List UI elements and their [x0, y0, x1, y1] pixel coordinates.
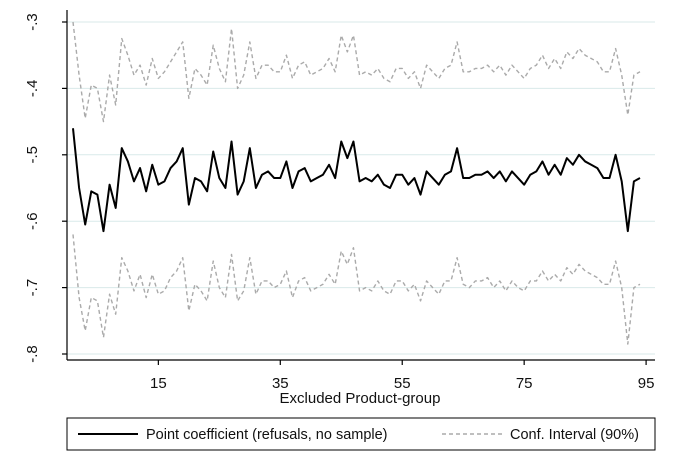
series-layer: [72, 21, 641, 345]
y-tick-label: -.4: [24, 80, 41, 98]
x-tick-label: 15: [150, 375, 167, 392]
legend-label-ci: Conf. Interval (90%): [510, 427, 639, 443]
x-axis-title: Excluded Product-group: [280, 390, 441, 407]
x-tick-label: 95: [638, 375, 655, 392]
y-ticks: -.3 -.4 -.5 -.6 -.7 -.8: [24, 13, 67, 363]
x-tick-label: 55: [394, 375, 411, 392]
legend-box: [66, 417, 656, 451]
y-tick-label: -.6: [24, 212, 41, 230]
y-tick-label: -.5: [24, 146, 41, 164]
y-tick-label: -.7: [24, 279, 41, 297]
axes: [66, 10, 655, 361]
legend-label-point: Point coefficient (refusals, no sample): [146, 427, 388, 443]
x-ticks: 15 35 55 75 95: [150, 360, 654, 392]
gridlines: [67, 21, 655, 355]
legend: Point coefficient (refusals, no sample) …: [66, 417, 656, 451]
series-line-ci-lower: [72, 234, 641, 345]
x-tick-label: 75: [516, 375, 533, 392]
y-tick-label: -.3: [24, 13, 41, 31]
series-line-ci-upper: [72, 21, 641, 123]
y-tick-label: -.8: [24, 345, 41, 363]
x-tick-label: 35: [272, 375, 289, 392]
series-line-point-coefficient: [72, 128, 641, 233]
